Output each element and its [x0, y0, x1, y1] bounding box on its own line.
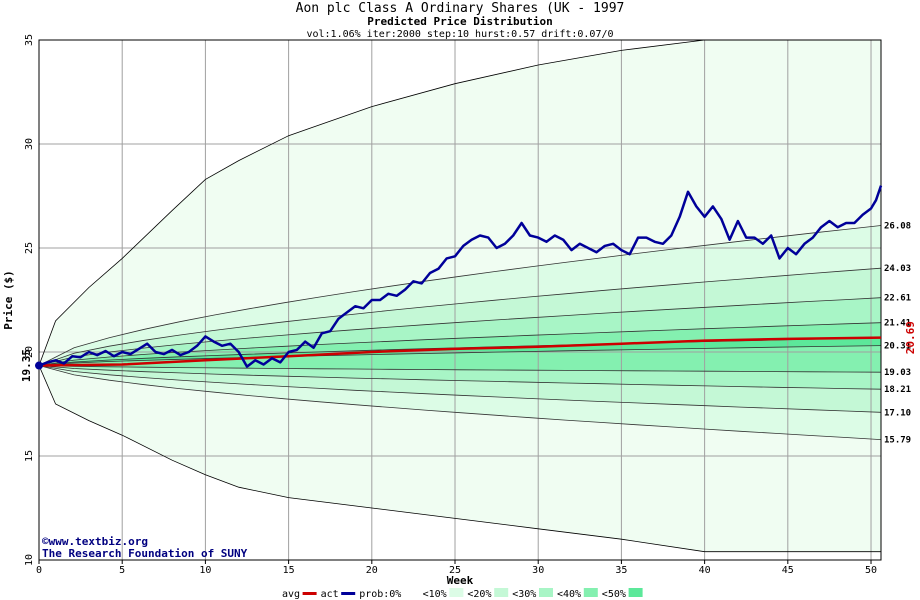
envelope-lower-line [38, 365, 881, 553]
band-4-upper-line [38, 322, 882, 366]
legend: avg act prob:0% <10% <20% <30% <40% <50% [282, 588, 643, 600]
band-3-lower-line [38, 365, 882, 390]
x-tick-label-0: 0 [36, 565, 42, 576]
band-value-label-5: 19.03 [884, 368, 911, 378]
band-value-label-0: 26.08 [884, 222, 911, 232]
band-value-label-1: 24.03 [884, 264, 911, 274]
chart-subtitle: Predicted Price Distribution [367, 15, 552, 28]
y-axis-label: Price ($) [2, 270, 15, 330]
legend-label-1: act [321, 589, 339, 600]
x-tick-label-8: 40 [699, 565, 711, 576]
chart-title: Aon plc Class A Ordinary Shares (UK - 19… [296, 1, 625, 16]
end-average-label: 20.69 [904, 321, 917, 354]
band-3-upper-line [38, 297, 882, 366]
legend-swatch-7 [628, 588, 643, 597]
x-tick-label-6: 30 [532, 565, 544, 576]
plot-area: 0 5 10 15 20 25 30 35 40 45 50 10 15 20 25 30 35 19.35 26.… [20, 34, 917, 576]
y-tick-label-5: 35 [24, 34, 35, 46]
band-value-label-4: 20.31 [884, 342, 911, 352]
legend-label-5: <30% [512, 589, 536, 600]
legend-line-act [341, 592, 356, 595]
y-tick-label-2: 20 [24, 346, 35, 358]
x-tick-label-10: 50 [865, 565, 877, 576]
series-act-line [38, 185, 883, 368]
legend-label-2: prob:0% [359, 589, 401, 600]
x-tick-label-2: 10 [199, 565, 211, 576]
band-1-lower-line [38, 365, 882, 440]
legend-label-4: <20% [467, 589, 491, 600]
credit-line-1: ©www.textbiz.org [42, 535, 148, 548]
legend-label-3: <10% [423, 589, 447, 600]
envelope-upper-line [38, 39, 881, 366]
band-value-label-7: 17.10 [884, 408, 911, 418]
plot-border [38, 39, 882, 561]
legend-swatch-3 [449, 588, 464, 597]
band-value-label-2: 22.61 [884, 294, 911, 304]
x-tick-label-5: 25 [449, 565, 461, 576]
y-tick-label-4: 30 [24, 138, 35, 150]
y-tick-label-3: 25 [24, 242, 35, 254]
x-tick-label-7: 35 [615, 565, 627, 576]
chart-params: vol:1.06% iter:2000 step:10 hurst:0.57 d… [306, 29, 613, 40]
legend-line-avg [302, 592, 317, 595]
band-4-lower-line [38, 365, 882, 373]
legend-swatch-4 [494, 588, 509, 597]
start-point-marker [35, 361, 43, 370]
x-tick-label-1: 5 [119, 565, 125, 576]
credit-line-2: The Research Foundation of SUNY [42, 547, 248, 560]
band-2-lower-line [38, 365, 882, 413]
band-value-label-3: 21.41 [884, 319, 911, 329]
band-1-upper-line [38, 225, 882, 366]
legend-swatch-5 [539, 588, 553, 597]
legend-label-0: avg [282, 589, 300, 600]
x-tick-label-4: 20 [366, 565, 378, 576]
series-avg-line [38, 336, 882, 367]
start-value-label: 19.35 [20, 349, 33, 382]
legend-swatch-6 [583, 588, 598, 597]
legend-label-7: <50% [602, 589, 626, 600]
band-5-lower-line [38, 345, 882, 366]
x-tick-label-9: 45 [782, 565, 794, 576]
band-value-label-6: 18.21 [884, 385, 911, 395]
band-2-upper-line [38, 267, 882, 366]
y-tick-label-1: 15 [24, 450, 35, 462]
x-tick-label-3: 15 [283, 565, 295, 576]
legend-label-6: <40% [557, 589, 581, 600]
x-axis-label: Week [447, 574, 474, 587]
y-tick-label-0: 10 [24, 554, 35, 566]
band-value-label-8: 15.79 [884, 436, 911, 446]
legend-swatch-2 [404, 588, 419, 597]
